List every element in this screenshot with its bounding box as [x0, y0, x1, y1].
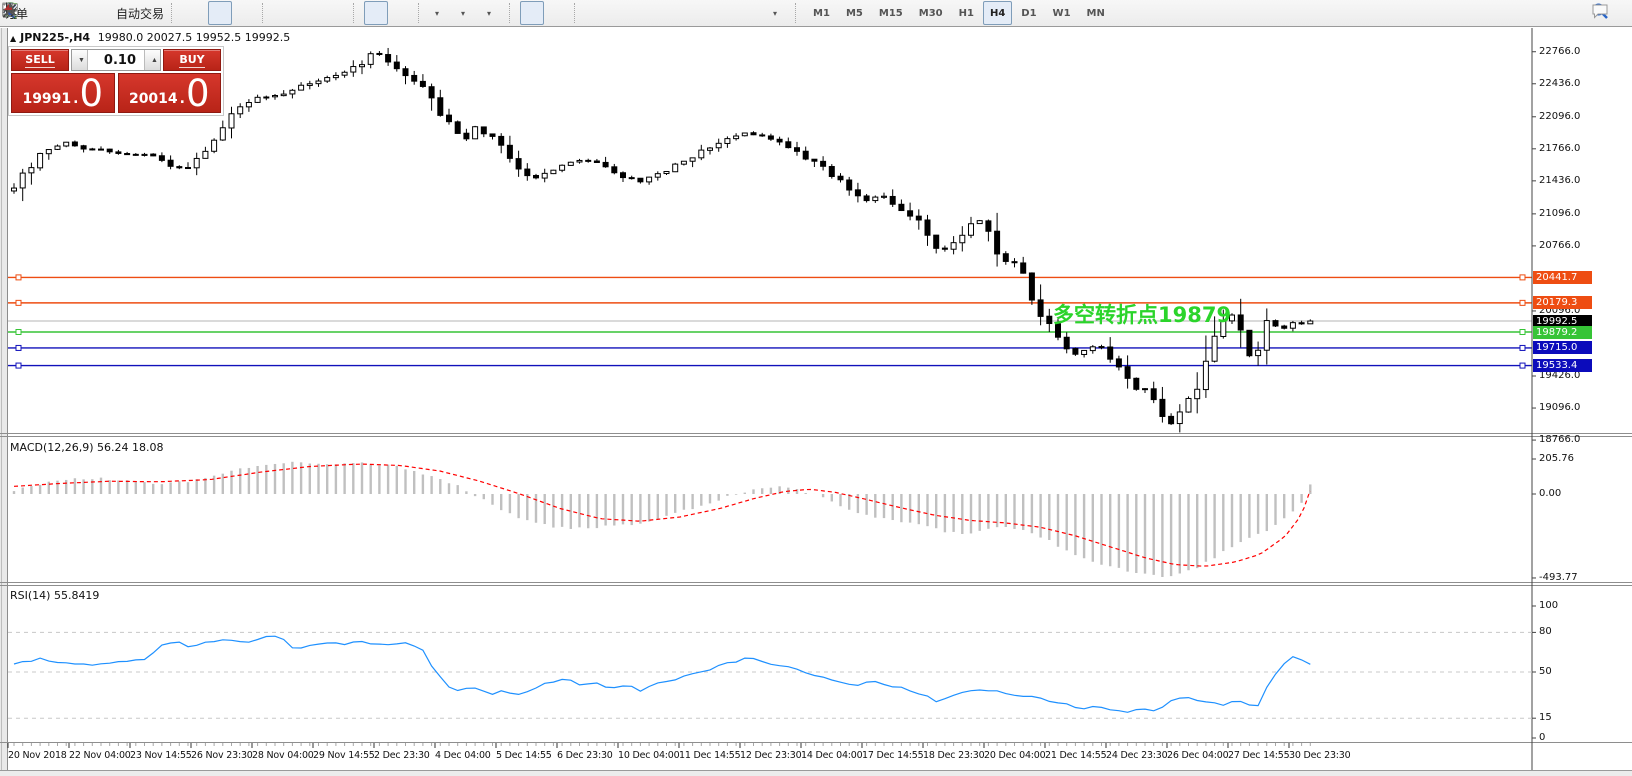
- line-handle[interactable]: [15, 329, 22, 335]
- line-handle[interactable]: [1519, 274, 1526, 281]
- chat-button[interactable]: [1592, 1, 1632, 25]
- svg-text:T: T: [7, 6, 14, 17]
- timeframe-button-w1[interactable]: W1: [1046, 1, 1078, 25]
- horizontal-line-19879.2[interactable]: [8, 329, 1532, 335]
- autotrading-button-label: 自动交易: [116, 6, 165, 21]
- svg-text:A: A: [6, 4, 16, 19]
- timeframe-button-h1[interactable]: H1: [952, 1, 981, 25]
- macd-indicator-label: MACD(12,26,9) 56.24 18.08: [10, 441, 164, 454]
- dropdown-arrow-icon[interactable]: ▾: [487, 8, 492, 18]
- chart-title: ▲ JPN225-,H4 19980.0 20027.5 19952.5 1999…: [10, 31, 290, 44]
- toolbar-separator: [171, 3, 177, 23]
- rsi-indicator-label: RSI(14) 55.8419: [10, 589, 100, 602]
- chart-text-annotation[interactable]: 多空转折点19879: [1053, 303, 1232, 327]
- one-click-trading-panel: SELL ▼ 0.10 ▲ BUY 19991. 0 20014. 0: [8, 46, 224, 116]
- arrows-button[interactable]: ▾: [4, 1, 791, 25]
- horizontal-line-20179.3[interactable]: [8, 299, 1532, 306]
- line-handle[interactable]: [1519, 362, 1526, 369]
- line-handle[interactable]: [1519, 329, 1526, 335]
- line-handle[interactable]: [15, 362, 22, 369]
- line-handle[interactable]: [15, 274, 22, 281]
- window-left-frame: [0, 28, 7, 770]
- buy-price: 20014: [128, 91, 178, 107]
- rsi-pane: [8, 631, 1532, 719]
- text-label-button[interactable]: T: [2, 1, 765, 25]
- horizontal-line-19533.4[interactable]: [8, 362, 1532, 369]
- toolbar-right-group: [1590, 1, 1632, 25]
- collapse-triangle-icon[interactable]: ▲: [10, 34, 17, 43]
- toolbar-separator: [574, 3, 580, 23]
- line-handle[interactable]: [15, 299, 22, 306]
- line-handle[interactable]: [15, 344, 22, 351]
- toolbar-separator: [795, 3, 801, 23]
- volume-input[interactable]: 0.10: [88, 50, 144, 70]
- sell-price: 19991: [22, 91, 72, 107]
- chart-symbol: JPN225-,H4: [20, 31, 91, 44]
- svg-text:E: E: [13, 13, 17, 20]
- rsi-line: [13, 635, 1311, 713]
- timeframe-button-m15[interactable]: M15: [872, 1, 910, 25]
- text-button[interactable]: A: [6, 1, 739, 25]
- chart-plot-area[interactable]: [8, 28, 1530, 770]
- dropdown-arrow-icon[interactable]: ▾: [773, 8, 778, 18]
- svg-text:F: F: [13, 13, 17, 20]
- dropdown-arrow-icon[interactable]: ▾: [435, 8, 440, 18]
- sell-price-pips: 0: [79, 71, 104, 115]
- toolbar-separator: [418, 3, 424, 23]
- sell-button[interactable]: SELL: [11, 49, 69, 71]
- timeframe-button-mn[interactable]: MN: [1080, 1, 1112, 25]
- price-axis[interactable]: [1532, 28, 1632, 770]
- toolbar-separator: [353, 3, 359, 23]
- volume-decrease-button[interactable]: ▼: [72, 50, 88, 70]
- buy-button[interactable]: BUY: [163, 49, 221, 71]
- buy-price-panel[interactable]: 20014. 0: [117, 71, 221, 115]
- chart-ohlc-values: 19980.0 20027.5 19952.5 19992.5: [97, 31, 291, 44]
- macd-pane: [12, 461, 1312, 577]
- timeframe-button-m1[interactable]: M1: [806, 1, 837, 25]
- timeframe-button-h4[interactable]: H4: [982, 1, 1013, 25]
- timeframe-button-d1[interactable]: D1: [1014, 1, 1043, 25]
- time-axis[interactable]: [0, 743, 1532, 770]
- timeframe-button-m5[interactable]: M5: [839, 1, 870, 25]
- horizontal-line-19715.0[interactable]: [8, 344, 1532, 351]
- toolbar-separator: [509, 3, 515, 23]
- dropdown-arrow-icon[interactable]: ▾: [461, 8, 466, 18]
- line-handle[interactable]: [1519, 299, 1526, 306]
- buy-price-pips: 0: [186, 71, 210, 115]
- horizontal-line-20441.7[interactable]: [8, 274, 1532, 281]
- volume-increase-button[interactable]: ▲: [144, 50, 160, 70]
- timeframe-button-m30[interactable]: M30: [912, 1, 950, 25]
- candles-layer: [11, 47, 1314, 433]
- toolbar-separator: [262, 3, 268, 23]
- line-handle[interactable]: [1519, 344, 1526, 351]
- sell-price-panel[interactable]: 19991. 0: [11, 73, 115, 113]
